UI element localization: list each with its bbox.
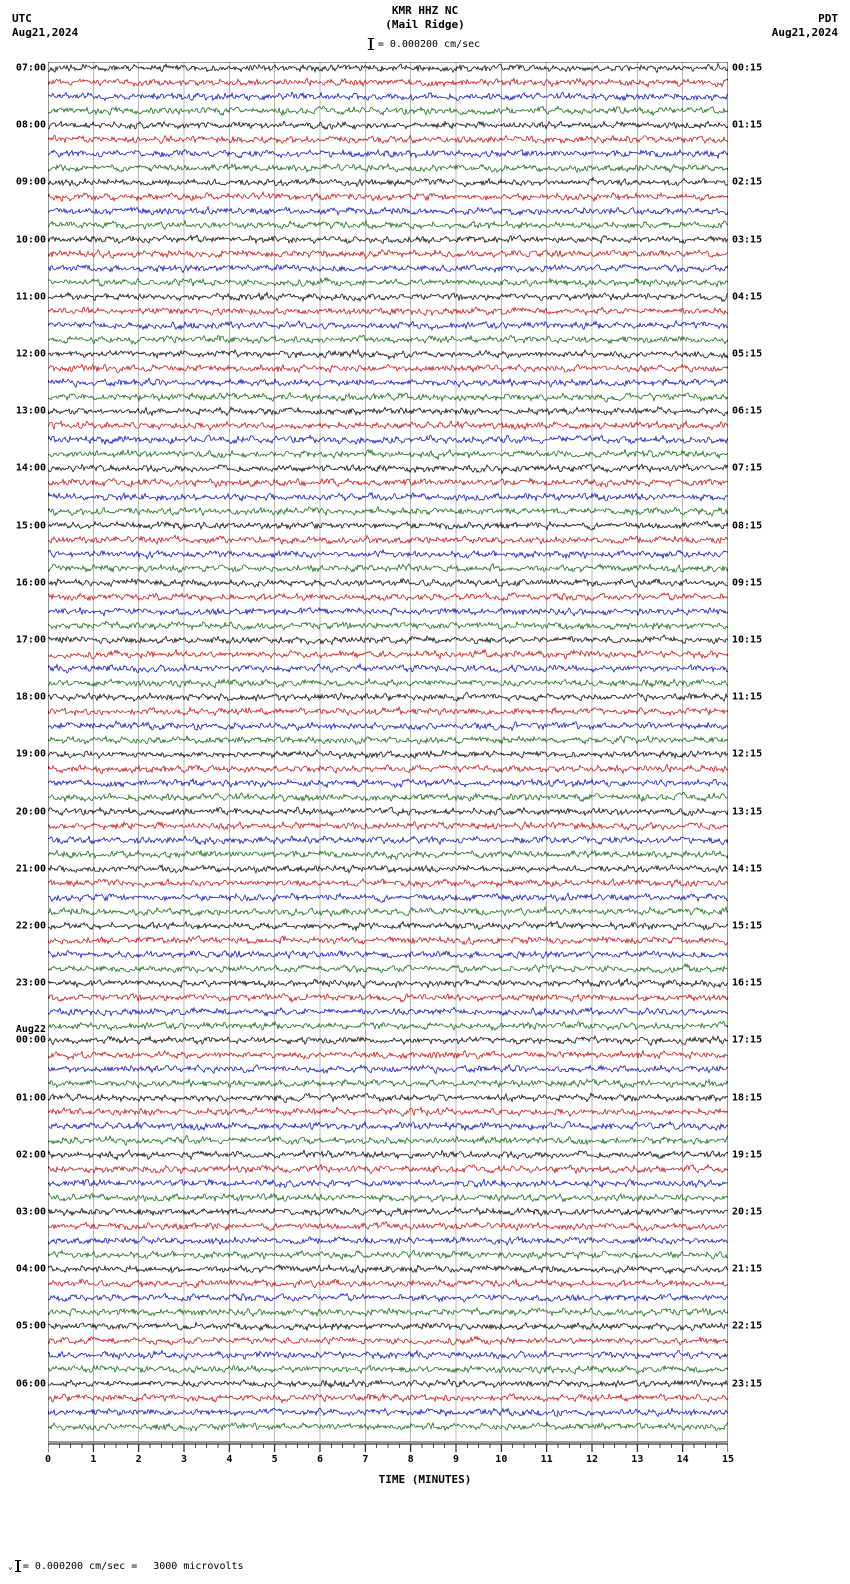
utc-hour-label: 07:00 — [2, 63, 46, 74]
footer-prefix: = 0.000200 cm/sec = — [23, 1561, 137, 1572]
utc-hour-label: 15:00 — [2, 520, 46, 531]
date-change-mark: Aug22 — [2, 1024, 46, 1035]
pdt-hour-label: 08:15 — [732, 520, 762, 531]
x-tick-label: 1 — [90, 1454, 96, 1465]
utc-label: UTC — [12, 12, 78, 26]
x-tick-label: 11 — [541, 1454, 553, 1465]
footer-scale: ⌄ = 0.000200 cm/sec = 3000 microvolts — [8, 1560, 244, 1572]
utc-hour-label: 03:00 — [2, 1207, 46, 1218]
x-tick-label: 10 — [495, 1454, 507, 1465]
scale-text: = 0.000200 cm/sec — [378, 39, 480, 50]
station-location: (Mail Ridge) — [385, 18, 464, 32]
x-tick-label: 5 — [272, 1454, 278, 1465]
pdt-hour-label: 09:15 — [732, 577, 762, 588]
pdt-hour-label: 03:15 — [732, 234, 762, 245]
pdt-hour-label: 17:15 — [732, 1035, 762, 1046]
pdt-label: PDT — [772, 12, 838, 26]
x-tick-label: 3 — [181, 1454, 187, 1465]
x-tick-label: 14 — [677, 1454, 689, 1465]
pdt-hour-label: 10:15 — [732, 635, 762, 646]
header-left: UTC Aug21,2024 — [12, 12, 78, 41]
pdt-hour-label: 01:15 — [732, 120, 762, 131]
pdt-hour-label: 05:15 — [732, 349, 762, 360]
pdt-hour-label: 20:15 — [732, 1207, 762, 1218]
pdt-hour-label: 00:15 — [732, 63, 762, 74]
header-right: PDT Aug21,2024 — [772, 12, 838, 41]
x-axis-label: TIME (MINUTES) — [379, 1473, 472, 1486]
utc-hour-label: 19:00 — [2, 749, 46, 760]
pdt-hour-label: 15:15 — [732, 921, 762, 932]
pdt-hour-label: 23:15 — [732, 1378, 762, 1389]
x-tick-label: 8 — [408, 1454, 414, 1465]
seismogram-container: UTC Aug21,2024 PDT Aug21,2024 KMR HHZ NC… — [0, 0, 850, 1584]
utc-hour-label: 16:00 — [2, 577, 46, 588]
utc-hour-label: 01:00 — [2, 1092, 46, 1103]
footer-scale-bar-icon — [17, 1560, 19, 1572]
station-code: KMR HHZ NC — [385, 4, 464, 18]
pdt-hour-label: 11:15 — [732, 692, 762, 703]
utc-hour-label: 05:00 — [2, 1321, 46, 1332]
utc-hour-label: 13:00 — [2, 406, 46, 417]
x-tick-label: 9 — [453, 1454, 459, 1465]
x-tick-label: 6 — [317, 1454, 323, 1465]
utc-hour-label: 20:00 — [2, 806, 46, 817]
scale-bar-icon — [370, 38, 372, 50]
pdt-hour-label: 19:15 — [732, 1149, 762, 1160]
seismogram-svg — [48, 62, 728, 1472]
x-tick-label: 7 — [362, 1454, 368, 1465]
utc-date: Aug21,2024 — [12, 26, 78, 40]
utc-hour-label: 14:00 — [2, 463, 46, 474]
pdt-hour-label: 02:15 — [732, 177, 762, 188]
pdt-hour-label: 14:15 — [732, 863, 762, 874]
utc-hour-label: 00:00 — [2, 1035, 46, 1046]
x-tick-label: 15 — [722, 1454, 734, 1465]
utc-hour-label: 02:00 — [2, 1149, 46, 1160]
utc-hour-label: 08:00 — [2, 120, 46, 131]
pdt-hour-label: 07:15 — [732, 463, 762, 474]
x-tick-label: 13 — [631, 1454, 643, 1465]
x-tick-label: 2 — [136, 1454, 142, 1465]
utc-hour-label: 11:00 — [2, 291, 46, 302]
pdt-hour-label: 12:15 — [732, 749, 762, 760]
pdt-hour-label: 16:15 — [732, 978, 762, 989]
utc-hour-label: 12:00 — [2, 349, 46, 360]
footer-tick: ⌄ — [8, 1562, 13, 1571]
pdt-hour-label: 13:15 — [732, 806, 762, 817]
utc-hour-label: 10:00 — [2, 234, 46, 245]
footer-suffix: 3000 microvolts — [153, 1561, 243, 1572]
scale-indicator: = 0.000200 cm/sec — [370, 38, 480, 50]
plot-area — [48, 62, 728, 1442]
utc-hour-label: 22:00 — [2, 921, 46, 932]
pdt-hour-label: 06:15 — [732, 406, 762, 417]
x-tick-label: 4 — [226, 1454, 232, 1465]
pdt-hour-label: 22:15 — [732, 1321, 762, 1332]
utc-hour-label: 06:00 — [2, 1378, 46, 1389]
pdt-hour-label: 21:15 — [732, 1264, 762, 1275]
utc-hour-label: 23:00 — [2, 978, 46, 989]
header-center: KMR HHZ NC (Mail Ridge) — [385, 4, 464, 32]
x-tick-label: 0 — [45, 1454, 51, 1465]
x-tick-label: 12 — [586, 1454, 598, 1465]
utc-hour-label: 21:00 — [2, 863, 46, 874]
pdt-date: Aug21,2024 — [772, 26, 838, 40]
utc-hour-label: 04:00 — [2, 1264, 46, 1275]
pdt-hour-label: 18:15 — [732, 1092, 762, 1103]
utc-hour-label: 18:00 — [2, 692, 46, 703]
pdt-hour-label: 04:15 — [732, 291, 762, 302]
utc-hour-label: 09:00 — [2, 177, 46, 188]
utc-hour-label: 17:00 — [2, 635, 46, 646]
